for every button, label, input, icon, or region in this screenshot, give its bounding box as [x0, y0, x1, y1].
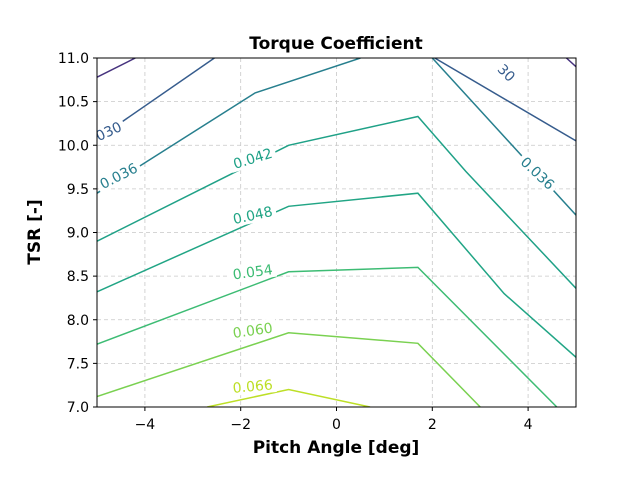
- contour-label-backing: [515, 150, 562, 196]
- contour-line: [434, 58, 576, 142]
- contour-line: [97, 115, 576, 289]
- contour-label-backing: [228, 259, 278, 283]
- x-tick-label: 4: [524, 417, 533, 433]
- y-tick-label: 9.5: [67, 182, 89, 198]
- contour-label-text: 0.060: [232, 320, 274, 341]
- x-axis-ticks: −4 −2 0 2 4: [135, 407, 533, 433]
- x-tick-label: −4: [135, 417, 156, 433]
- contour-label: 0.066: [228, 375, 277, 397]
- contour-line: [565, 58, 576, 68]
- y-tick-label: 7.0: [67, 400, 89, 416]
- contour-label-backing: [97, 115, 128, 148]
- contour-label-text: 0.054: [232, 262, 274, 283]
- contour-line: [97, 332, 481, 407]
- contour-line: [97, 192, 576, 358]
- contour-line: [97, 58, 136, 78]
- contour-line: [207, 388, 371, 407]
- contour-label-text: 30: [494, 62, 518, 86]
- y-tick-label: 9.0: [67, 226, 89, 242]
- contour-labels: 0.036 0.042 0.048 0.054 0.060 0.066 .030 30 0.03…: [90, 58, 562, 397]
- contour-label-backing: [227, 201, 278, 228]
- contour-label: .030: [90, 115, 128, 148]
- y-tick-label: 10.5: [58, 95, 89, 111]
- x-axis-label: Pitch Angle [deg]: [253, 438, 420, 458]
- contour-label: 0.036: [515, 150, 562, 196]
- contour-label-backing: [97, 157, 144, 194]
- contour-line: [97, 58, 361, 194]
- x-tick-label: 0: [332, 417, 341, 433]
- y-tick-label: 8.0: [67, 313, 89, 329]
- contour-label: 0.060: [228, 318, 278, 342]
- contour-label: 0.042: [227, 142, 278, 173]
- x-tick-label: −2: [230, 417, 251, 433]
- y-tick-label: 8.5: [67, 269, 89, 285]
- contour-label: 0.054: [228, 259, 278, 284]
- y-axis-ticks: 7.0 7.5 8.0 8.5 9.0 9.5 10.0 10.5 11.0: [58, 51, 97, 416]
- chart-title: Torque Coefficient: [249, 34, 422, 54]
- x-tick-label: 2: [428, 417, 437, 433]
- contour-label: 0.048: [227, 201, 278, 228]
- y-tick-label: 7.5: [67, 356, 89, 372]
- contour-label-backing: [227, 142, 278, 173]
- contour-line: [97, 266, 558, 407]
- y-tick-label: 10.0: [58, 138, 89, 154]
- contour-label-text: .030: [90, 119, 125, 147]
- contour-label-text: 0.066: [232, 377, 273, 396]
- contour-label-text: 0.036: [98, 160, 141, 192]
- contour-label-text: 0.048: [232, 204, 275, 228]
- contour-label: 30: [493, 58, 521, 86]
- contour-label-backing: [228, 318, 278, 342]
- y-tick-label: 11.0: [58, 51, 89, 67]
- contour-label-backing: [228, 375, 277, 397]
- contour-label-backing: [493, 58, 521, 86]
- y-axis-label: TSR [-]: [25, 199, 45, 264]
